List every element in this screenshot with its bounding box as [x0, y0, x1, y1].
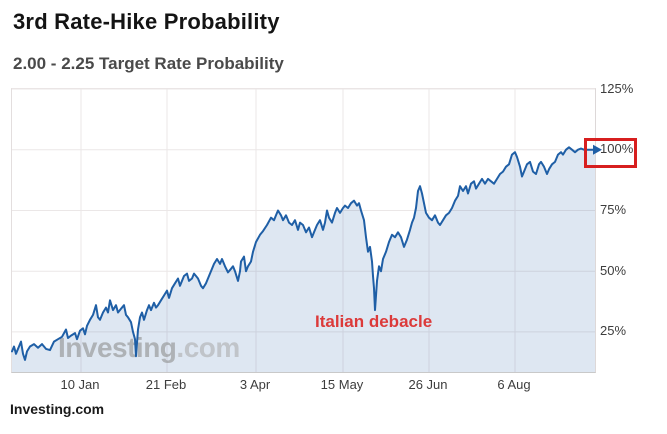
investing-watermark: Investing.com [58, 332, 240, 363]
page-title: 3rd Rate-Hike Probability [13, 9, 280, 34]
x-axis-labels: 10 Jan 21 Feb 3 Apr 15 May 26 Jun 6 Aug [11, 377, 594, 393]
plot-area: Investing.com [11, 88, 602, 373]
y-tick-label: 75% [600, 201, 627, 217]
watermark-suffix: .com [176, 332, 239, 363]
grid-layer [12, 88, 595, 372]
x-tick-label: 21 Feb [145, 377, 187, 392]
y-tick-label: 25% [600, 323, 627, 339]
y-axis-labels: 25% 50% 75% 100% 125% [600, 81, 660, 371]
chart-subtitle: 2.00 - 2.25 Target Rate Probability [13, 54, 284, 73]
probability-line [11, 146, 596, 361]
x-tick-label: 10 Jan [60, 377, 100, 392]
x-tick-label: 15 May [320, 377, 364, 392]
x-tick-label: 3 Apr [239, 377, 271, 392]
y-tick-label: 125% [600, 80, 634, 96]
italian-debacle-annotation: Italian debacle [315, 312, 433, 331]
source-attribution: Investing.com [10, 401, 105, 417]
area-fill [12, 147, 595, 372]
highlight-box-100pct [584, 138, 637, 168]
x-tick-label: 6 Aug [497, 377, 531, 392]
y-tick-label: 50% [600, 262, 627, 278]
x-tick-label: 26 Jun [408, 377, 448, 392]
y-tick-label: 100% [600, 141, 634, 157]
probability-chart: Investing.com [11, 88, 602, 372]
line-end-arrow-icon [593, 144, 602, 155]
